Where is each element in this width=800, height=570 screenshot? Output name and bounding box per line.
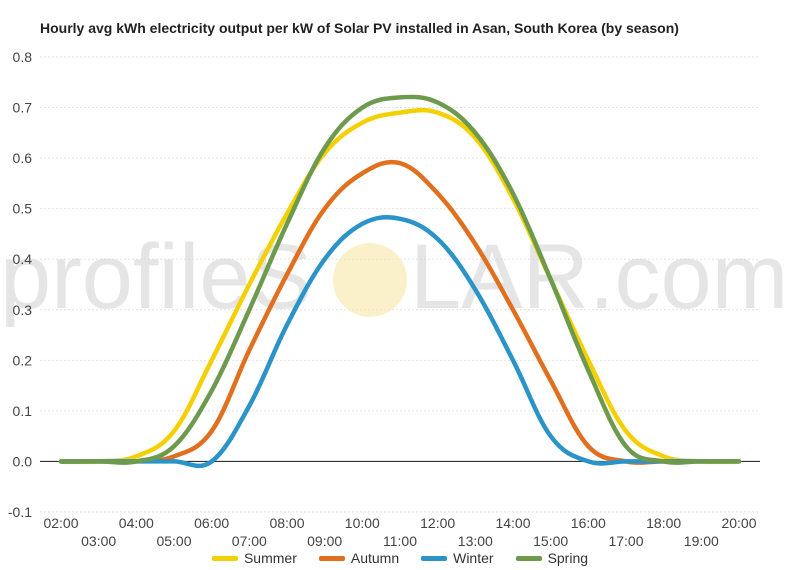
series-layer <box>58 94 742 469</box>
y-tick-label: 0.4 <box>13 251 33 267</box>
x-tick-label: 05:00 <box>156 533 191 549</box>
x-tick-label: 17:00 <box>608 533 643 549</box>
y-tick-label: 0.3 <box>13 302 33 318</box>
x-tick-label: 02:00 <box>43 515 78 531</box>
x-tick-label: 12:00 <box>420 515 455 531</box>
watermark: profileS LAR.com <box>0 226 788 328</box>
legend-item-summer: Summer <box>211 550 297 566</box>
legend-swatch <box>318 555 345 561</box>
series-line-spring <box>58 94 742 465</box>
x-tick-label: 09:00 <box>307 533 342 549</box>
x-tick-label: 11:00 <box>383 533 417 549</box>
legend-label: Spring <box>547 550 589 566</box>
x-tick-label: 07:00 <box>232 533 267 549</box>
x-tick-label: 19:00 <box>684 533 719 549</box>
series-line-winter <box>58 215 742 469</box>
legend-item-autumn: Autumn <box>318 550 400 566</box>
chart-legend: Summer Autumn Winter Spring <box>0 549 800 567</box>
legend-swatch <box>515 555 542 561</box>
watermark-sun-icon <box>333 243 407 317</box>
x-tick-label: 16:00 <box>571 515 606 531</box>
series-line-summer <box>58 107 742 465</box>
y-tick-label: 0.5 <box>13 201 33 217</box>
x-tick-label: 20:00 <box>721 515 756 531</box>
chart-title: Hourly avg kWh electricity output per kW… <box>40 20 679 36</box>
x-tick-label: 15:00 <box>533 533 568 549</box>
x-tick-label: 10:00 <box>345 515 380 531</box>
legend-swatch <box>421 555 448 561</box>
x-tick-label: 03:00 <box>81 533 116 549</box>
x-tick-label: 06:00 <box>194 515 229 531</box>
legend-item-winter: Winter <box>421 550 494 566</box>
y-tick-label: 0.1 <box>13 403 33 419</box>
y-tick-label: 0.8 <box>13 49 33 65</box>
y-tick-label: 0.0 <box>13 453 33 469</box>
y-tick-label: 0.6 <box>13 150 33 166</box>
legend-swatch <box>211 555 238 561</box>
y-tick-label: -0.1 <box>8 504 32 520</box>
x-tick-label: 13:00 <box>458 533 493 549</box>
watermark-text-left: profileS <box>0 226 312 328</box>
axis-layer: 0.8 0.7 0.6 0.5 0.4 0.3 0.2 0.1 0.0 -0.1 02:0003:0… <box>8 49 757 549</box>
x-tick-label: 04:00 <box>119 515 154 531</box>
legend-label: Winter <box>453 550 494 566</box>
y-tick-label: 0.7 <box>13 100 33 116</box>
legend-label: Autumn <box>350 550 400 566</box>
x-tick-label: 08:00 <box>269 515 304 531</box>
x-tick-label: 18:00 <box>646 515 681 531</box>
y-tick-label: 0.2 <box>13 352 33 368</box>
legend-item-spring: Spring <box>515 550 589 566</box>
x-tick-label: 14:00 <box>495 515 530 531</box>
legend-label: Summer <box>243 550 297 566</box>
